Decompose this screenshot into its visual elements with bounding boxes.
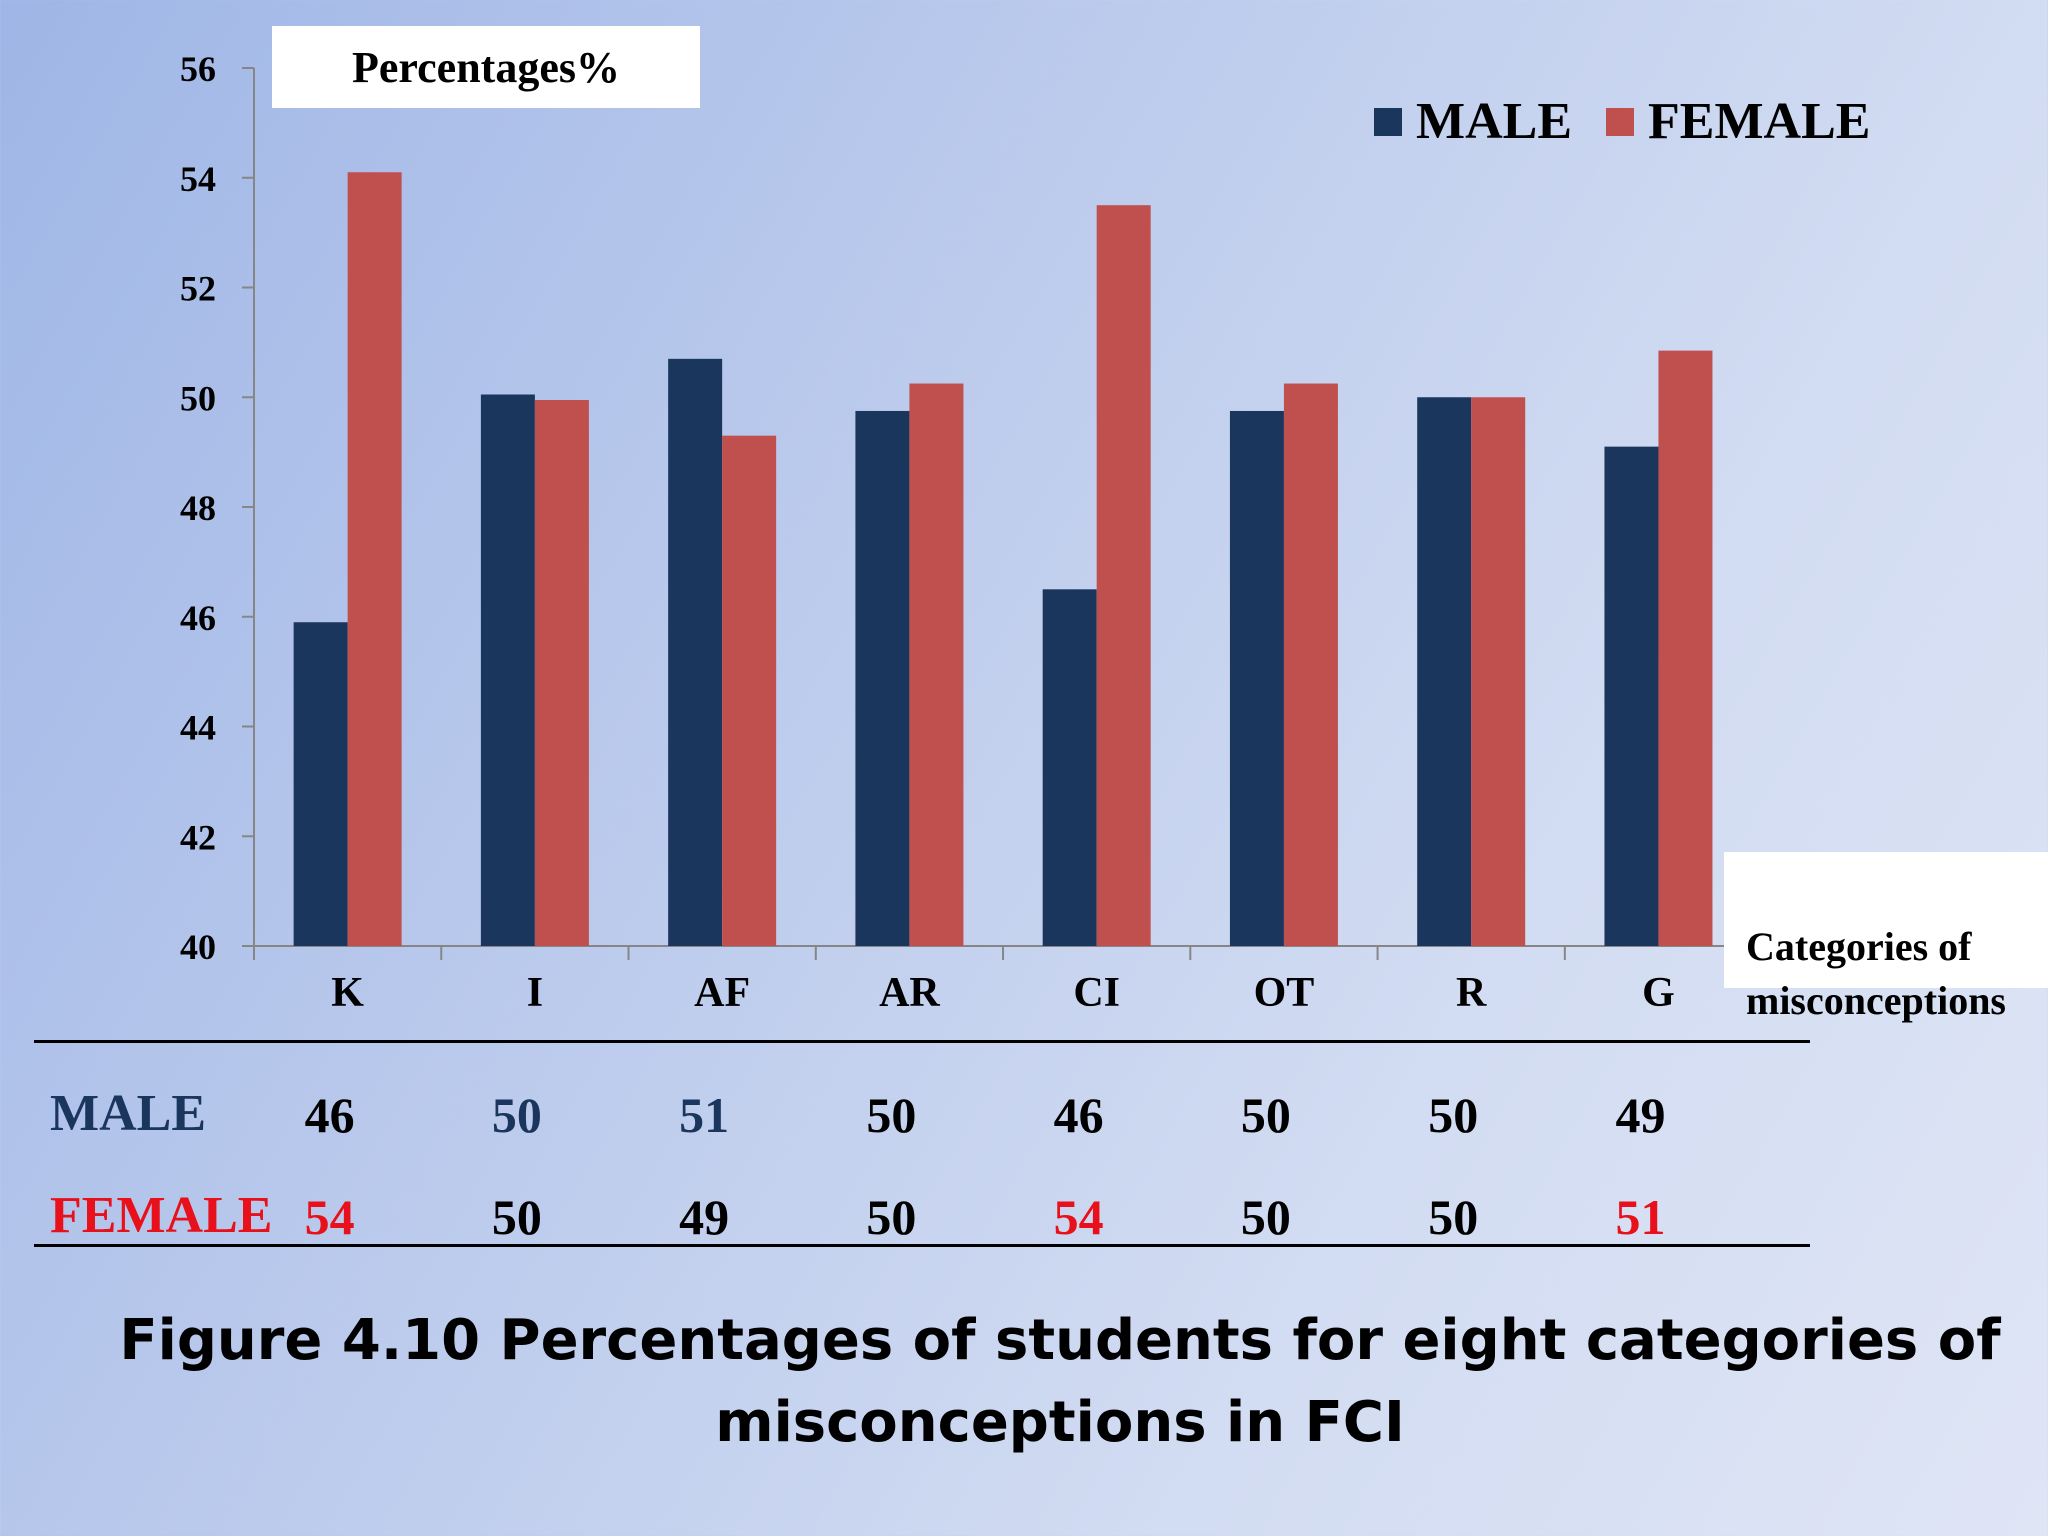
y-tick-label: 42 <box>180 817 216 857</box>
bar-female-af <box>722 435 777 946</box>
x-tick-label: K <box>331 970 364 1016</box>
y-tick-label: 48 <box>180 488 216 528</box>
x-tick-label: AR <box>879 970 940 1016</box>
x-tick-label: R <box>1456 970 1487 1016</box>
table-cell: 50 <box>1428 1189 1479 1245</box>
y-axis-title: Percentages% <box>272 26 700 108</box>
legend-label-male: MALE <box>1416 93 1572 150</box>
bar-male-af <box>668 358 723 946</box>
y-tick-label: 52 <box>180 269 216 309</box>
legend-item-female: FEMALE <box>1606 92 1870 151</box>
table-cell: 50 <box>1240 1189 1291 1245</box>
legend-item-male: MALE <box>1374 92 1572 151</box>
bar-female-ar <box>909 383 964 946</box>
bar-female-i <box>534 399 589 946</box>
table-cell: 50 <box>866 1087 917 1143</box>
table-row-label: FEMALE <box>50 1187 273 1244</box>
legend: MALE FEMALE <box>1374 92 1904 151</box>
table-cell: 50 <box>491 1189 542 1245</box>
table-cell: 50 <box>1428 1087 1479 1143</box>
bar-female-ot <box>1283 383 1338 946</box>
bar-male-i <box>480 394 535 947</box>
table-cell: 51 <box>679 1087 730 1143</box>
table-cell: 50 <box>491 1087 542 1143</box>
table-cell: 51 <box>1615 1189 1666 1245</box>
table-cell: 46 <box>304 1087 355 1143</box>
bar-female-g <box>1658 350 1713 946</box>
x-tick-label: I <box>527 970 543 1016</box>
x-axis-title-text: Categories of misconceptions <box>1746 924 2006 1023</box>
legend-label-female: FEMALE <box>1648 93 1871 150</box>
y-axis-title-text: Percentages% <box>352 42 620 92</box>
table-cell: 54 <box>1053 1189 1104 1245</box>
data-table: MALE 46 50 51 50 46 50 50 49 FEMALE 54 50 49 50 54 50 50… <box>0 1040 1820 1250</box>
y-tick-label: 46 <box>180 598 216 638</box>
bar-male-k <box>293 622 348 946</box>
table-cell: 49 <box>1615 1087 1666 1143</box>
y-tick-label: 56 <box>180 49 216 89</box>
bar-male-ar <box>855 410 910 946</box>
legend-swatch-male <box>1374 107 1402 136</box>
bars <box>293 172 1713 947</box>
legend-swatch-female <box>1606 107 1634 136</box>
x-axis: K I AF AR CI OT R G <box>253 945 1754 1016</box>
table-cell: 50 <box>866 1189 917 1245</box>
bar-male-r <box>1417 397 1472 946</box>
y-tick-label: 50 <box>180 378 216 418</box>
x-tick-label: CI <box>1073 970 1120 1016</box>
table-cell: 54 <box>304 1189 355 1245</box>
y-axis: 40 42 44 46 48 50 52 54 56 <box>180 49 255 967</box>
table-top-rule <box>34 1040 1810 1043</box>
bar-female-r <box>1471 397 1526 946</box>
table-cell: 49 <box>679 1189 730 1245</box>
figure-caption: Figure 4.10 Percentages of students for … <box>119 1308 2001 1455</box>
bar-male-ot <box>1229 410 1284 946</box>
bar-male-ci <box>1042 589 1097 946</box>
y-tick-label: 44 <box>180 708 216 748</box>
y-tick-label: 40 <box>180 927 216 967</box>
bar-male-g <box>1604 446 1659 946</box>
table-cell: 46 <box>1053 1087 1104 1143</box>
table-row-label: MALE <box>50 1085 206 1142</box>
bar-female-ci <box>1096 205 1151 946</box>
x-axis-title: Categories of misconceptions <box>1724 852 2048 1023</box>
x-tick-label: AF <box>694 970 750 1016</box>
table-cell: 50 <box>1240 1087 1291 1143</box>
x-tick-label: OT <box>1254 970 1315 1016</box>
bar-female-k <box>347 172 402 946</box>
x-tick-label: G <box>1642 970 1675 1016</box>
table-bottom-rule <box>34 1244 1810 1247</box>
y-tick-label: 54 <box>180 159 216 199</box>
